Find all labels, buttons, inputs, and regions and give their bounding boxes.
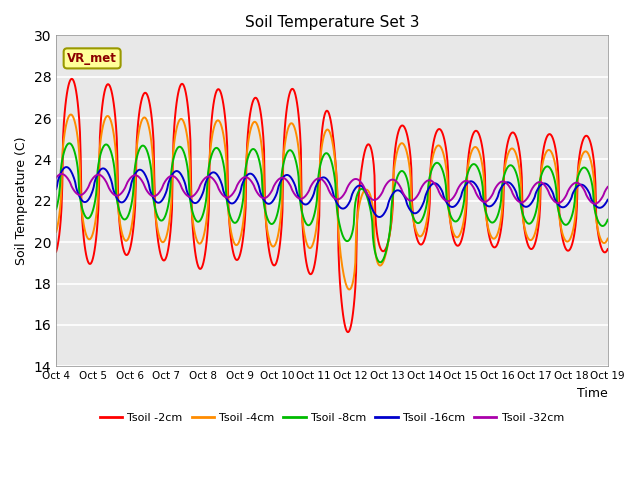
Tsoil -8cm xyxy=(604,217,612,223)
Line: Tsoil -4cm: Tsoil -4cm xyxy=(56,115,608,289)
Tsoil -4cm xyxy=(417,234,424,240)
Tsoil -16cm xyxy=(205,173,212,179)
Tsoil -16cm xyxy=(62,164,70,170)
Tsoil -8cm xyxy=(120,216,127,222)
Tsoil -16cm xyxy=(375,214,383,220)
Tsoil -2cm xyxy=(68,76,76,82)
Tsoil -2cm xyxy=(401,124,408,130)
Tsoil -2cm xyxy=(52,249,60,254)
Tsoil -4cm xyxy=(176,117,184,123)
Tsoil -32cm xyxy=(120,187,127,193)
Tsoil -4cm xyxy=(67,112,75,118)
Tsoil -16cm xyxy=(52,186,60,192)
Tsoil -32cm xyxy=(176,180,184,186)
Tsoil -16cm xyxy=(63,164,71,170)
Tsoil -8cm xyxy=(52,206,60,212)
Tsoil -8cm xyxy=(65,141,73,146)
Tsoil -4cm xyxy=(62,122,70,128)
X-axis label: Time: Time xyxy=(577,387,608,400)
Tsoil -4cm xyxy=(346,287,353,292)
Tsoil -16cm xyxy=(176,170,184,176)
Line: Tsoil -32cm: Tsoil -32cm xyxy=(56,174,608,204)
Line: Tsoil -16cm: Tsoil -16cm xyxy=(56,167,608,217)
Tsoil -2cm xyxy=(120,248,127,253)
Tsoil -8cm xyxy=(205,165,212,170)
Tsoil -8cm xyxy=(376,259,384,265)
Tsoil -8cm xyxy=(417,219,424,225)
Line: Tsoil -8cm: Tsoil -8cm xyxy=(56,144,608,262)
Y-axis label: Soil Temperature (C): Soil Temperature (C) xyxy=(15,137,28,265)
Tsoil -16cm xyxy=(604,197,612,203)
Tsoil -16cm xyxy=(417,206,424,212)
Legend: Tsoil -2cm, Tsoil -4cm, Tsoil -8cm, Tsoil -16cm, Tsoil -32cm: Tsoil -2cm, Tsoil -4cm, Tsoil -8cm, Tsoi… xyxy=(95,408,569,427)
Tsoil -32cm xyxy=(63,175,71,180)
Tsoil -16cm xyxy=(120,199,127,204)
Tsoil -4cm xyxy=(120,235,127,241)
Tsoil -4cm xyxy=(401,143,408,148)
Tsoil -2cm xyxy=(344,329,351,335)
Tsoil -32cm xyxy=(58,171,65,177)
Tsoil -8cm xyxy=(401,170,408,176)
Tsoil -32cm xyxy=(604,184,612,190)
Tsoil -32cm xyxy=(416,189,424,194)
Tsoil -8cm xyxy=(62,144,70,149)
Tsoil -32cm xyxy=(591,201,598,206)
Tsoil -32cm xyxy=(205,174,212,180)
Tsoil -4cm xyxy=(205,173,212,179)
Text: VR_met: VR_met xyxy=(67,52,117,65)
Tsoil -2cm xyxy=(176,84,184,90)
Tsoil -8cm xyxy=(176,144,184,150)
Tsoil -4cm xyxy=(604,236,612,241)
Tsoil -32cm xyxy=(52,175,60,180)
Tsoil -4cm xyxy=(52,229,60,235)
Line: Tsoil -2cm: Tsoil -2cm xyxy=(56,79,608,332)
Tsoil -2cm xyxy=(205,208,212,214)
Tsoil -32cm xyxy=(400,191,408,197)
Title: Soil Temperature Set 3: Soil Temperature Set 3 xyxy=(244,15,419,30)
Tsoil -2cm xyxy=(417,241,424,247)
Tsoil -2cm xyxy=(62,96,70,102)
Tsoil -2cm xyxy=(604,246,612,252)
Tsoil -16cm xyxy=(401,193,408,199)
